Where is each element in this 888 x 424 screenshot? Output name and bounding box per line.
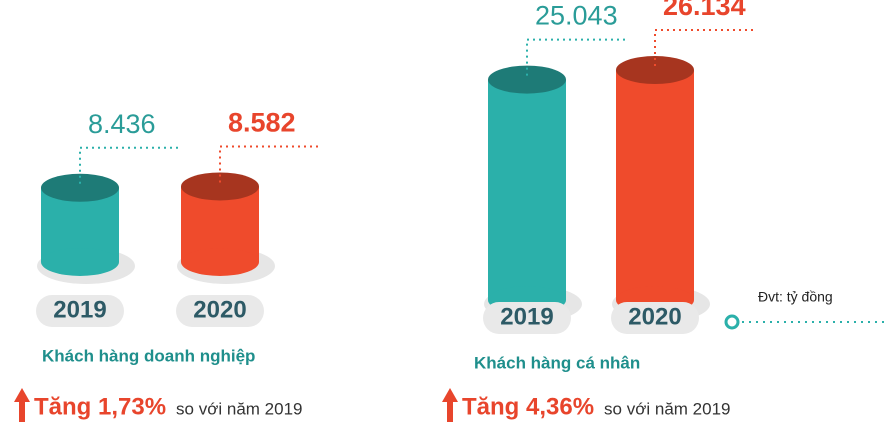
year-pill bbox=[176, 295, 264, 327]
annotation: Tăng 1,73% bbox=[34, 393, 166, 420]
chart-title: Khách hàng cá nhân bbox=[474, 353, 640, 372]
leader-line bbox=[79, 146, 180, 184]
unit-marker bbox=[724, 314, 740, 330]
cylinder-bottom bbox=[41, 248, 119, 276]
up-arrow bbox=[14, 388, 30, 422]
value-label: 8.582 bbox=[228, 108, 296, 138]
year-pill bbox=[36, 295, 124, 327]
cylinder-bottom bbox=[181, 248, 259, 276]
up-arrow bbox=[442, 388, 458, 422]
leader-line bbox=[654, 29, 755, 67]
cylinder-body bbox=[488, 79, 566, 300]
chart-title: Khách hàng doanh nghiệp bbox=[42, 346, 255, 365]
category-label: 2020 bbox=[193, 296, 246, 323]
category-label: 2019 bbox=[500, 303, 553, 330]
year-pill bbox=[611, 302, 699, 334]
cylinder-body bbox=[616, 70, 694, 300]
year-pill bbox=[483, 302, 571, 334]
value-label: 25.043 bbox=[535, 1, 618, 31]
cylinder-top bbox=[41, 173, 119, 202]
category-label: 2020 bbox=[628, 303, 681, 330]
unit-label: Đvt: tỷ đồng bbox=[758, 289, 833, 305]
value-label: 26.134 bbox=[663, 0, 746, 21]
cylinder-top bbox=[181, 172, 259, 201]
leader-line bbox=[219, 145, 320, 183]
leader-line bbox=[526, 38, 627, 76]
annotation-note: so với năm 2019 bbox=[176, 399, 302, 418]
cylinder-top bbox=[616, 56, 694, 85]
annotation-note: so với năm 2019 bbox=[604, 399, 730, 418]
category-label: 2019 bbox=[53, 296, 106, 323]
annotation: Tăng 4,36% bbox=[462, 393, 594, 420]
value-label: 8.436 bbox=[88, 109, 156, 139]
cylinder-top bbox=[488, 65, 566, 94]
